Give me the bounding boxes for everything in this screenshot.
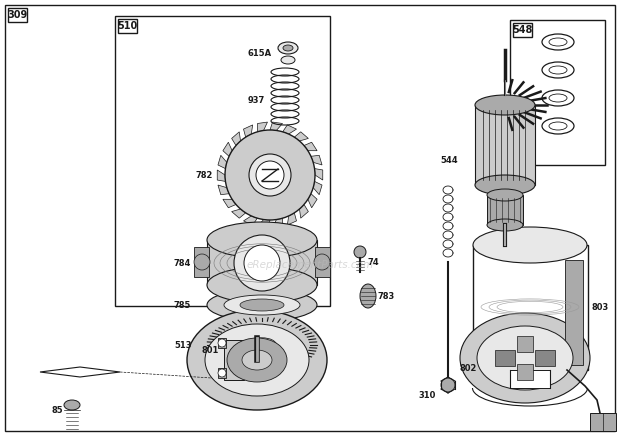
Polygon shape bbox=[287, 213, 296, 225]
Bar bbox=[510, 20, 605, 165]
Bar bbox=[194, 247, 209, 277]
Ellipse shape bbox=[214, 321, 310, 369]
Polygon shape bbox=[223, 199, 236, 208]
Ellipse shape bbox=[227, 338, 287, 382]
Ellipse shape bbox=[218, 339, 226, 347]
Bar bbox=[535, 350, 555, 366]
Bar bbox=[513, 23, 532, 37]
Text: 784: 784 bbox=[174, 259, 192, 268]
Polygon shape bbox=[308, 194, 317, 208]
Text: 782: 782 bbox=[195, 170, 213, 180]
Ellipse shape bbox=[314, 254, 330, 270]
Ellipse shape bbox=[487, 189, 523, 201]
Ellipse shape bbox=[249, 154, 291, 196]
Bar bbox=[565, 260, 583, 365]
Polygon shape bbox=[313, 181, 322, 195]
Ellipse shape bbox=[354, 246, 366, 258]
Polygon shape bbox=[299, 204, 308, 218]
Ellipse shape bbox=[207, 222, 317, 258]
Polygon shape bbox=[294, 132, 308, 141]
Ellipse shape bbox=[225, 130, 315, 220]
Ellipse shape bbox=[244, 245, 280, 281]
Bar bbox=[473, 245, 588, 370]
Text: 310: 310 bbox=[418, 391, 435, 399]
Ellipse shape bbox=[256, 161, 284, 189]
Bar bbox=[475, 105, 535, 185]
Ellipse shape bbox=[231, 329, 293, 361]
Polygon shape bbox=[314, 169, 323, 180]
Bar bbox=[224, 340, 244, 380]
Ellipse shape bbox=[242, 350, 272, 370]
Text: 801: 801 bbox=[202, 345, 219, 354]
Ellipse shape bbox=[475, 175, 535, 195]
Text: 937: 937 bbox=[248, 95, 265, 105]
Text: eReplacementParts.com: eReplacementParts.com bbox=[246, 260, 374, 270]
Text: 544: 544 bbox=[440, 156, 458, 164]
Ellipse shape bbox=[205, 324, 309, 396]
Bar bbox=[218, 368, 226, 378]
Bar bbox=[487, 195, 523, 225]
Ellipse shape bbox=[240, 299, 284, 311]
Bar bbox=[8, 8, 27, 22]
Bar bbox=[207, 240, 317, 285]
Text: 785: 785 bbox=[174, 300, 192, 310]
Bar bbox=[315, 247, 330, 277]
Polygon shape bbox=[217, 170, 226, 181]
Ellipse shape bbox=[283, 45, 293, 51]
Ellipse shape bbox=[460, 313, 590, 403]
Bar bbox=[115, 16, 330, 306]
Ellipse shape bbox=[360, 284, 376, 308]
Bar bbox=[118, 19, 137, 33]
Bar bbox=[495, 350, 515, 366]
Ellipse shape bbox=[194, 254, 210, 270]
Ellipse shape bbox=[234, 235, 290, 291]
Text: 510: 510 bbox=[117, 21, 138, 31]
Polygon shape bbox=[232, 132, 241, 146]
Polygon shape bbox=[304, 142, 317, 151]
Polygon shape bbox=[232, 209, 246, 218]
Ellipse shape bbox=[207, 267, 317, 303]
Bar bbox=[590, 413, 616, 431]
Ellipse shape bbox=[187, 310, 327, 410]
Text: 513: 513 bbox=[174, 341, 192, 350]
Bar bbox=[517, 364, 533, 380]
Polygon shape bbox=[270, 122, 283, 130]
Ellipse shape bbox=[64, 400, 80, 410]
Polygon shape bbox=[244, 216, 257, 225]
Ellipse shape bbox=[475, 95, 535, 115]
Ellipse shape bbox=[477, 326, 573, 390]
Text: 548: 548 bbox=[512, 25, 533, 35]
Text: 802: 802 bbox=[460, 364, 477, 372]
Text: 309: 309 bbox=[7, 10, 28, 20]
Ellipse shape bbox=[278, 42, 298, 54]
Polygon shape bbox=[218, 185, 229, 195]
Polygon shape bbox=[283, 125, 296, 134]
Ellipse shape bbox=[473, 227, 587, 263]
Text: 74: 74 bbox=[368, 258, 379, 266]
Polygon shape bbox=[244, 125, 253, 137]
Bar bbox=[218, 338, 226, 348]
Polygon shape bbox=[218, 155, 227, 169]
Polygon shape bbox=[311, 155, 322, 165]
Text: 615A: 615A bbox=[248, 50, 272, 58]
Ellipse shape bbox=[487, 219, 523, 231]
Polygon shape bbox=[273, 218, 283, 228]
Ellipse shape bbox=[207, 289, 317, 321]
Bar bbox=[517, 336, 533, 352]
Text: 783: 783 bbox=[378, 292, 396, 300]
Bar bbox=[510, 370, 550, 388]
Ellipse shape bbox=[441, 378, 455, 392]
Ellipse shape bbox=[218, 369, 226, 377]
Polygon shape bbox=[257, 122, 267, 132]
Polygon shape bbox=[223, 142, 232, 157]
Ellipse shape bbox=[247, 338, 277, 352]
Polygon shape bbox=[257, 220, 270, 228]
Text: 85: 85 bbox=[52, 405, 64, 415]
Text: 803: 803 bbox=[592, 303, 609, 311]
Polygon shape bbox=[40, 367, 120, 377]
Ellipse shape bbox=[224, 295, 300, 315]
Ellipse shape bbox=[281, 56, 295, 64]
